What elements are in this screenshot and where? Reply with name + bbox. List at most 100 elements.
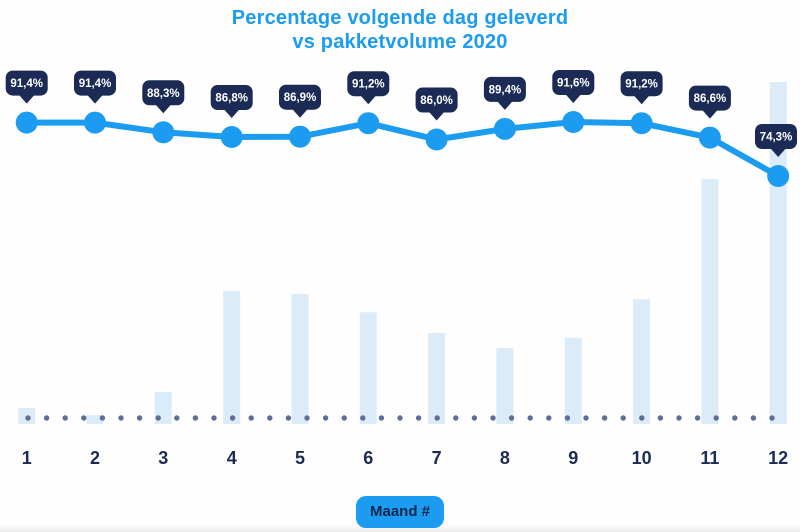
callout-value-label: 91,4% bbox=[79, 78, 112, 90]
line-markers bbox=[15, 111, 790, 187]
percentage-line bbox=[23, 119, 782, 179]
callout-bubble bbox=[552, 70, 595, 95]
month-label-2: 2 bbox=[90, 448, 100, 468]
baseline-dot bbox=[192, 415, 199, 421]
callout-bubble bbox=[688, 85, 731, 111]
callout-pointer bbox=[770, 148, 787, 157]
line-marker-month-5 bbox=[289, 125, 311, 148]
baseline-dot bbox=[750, 415, 757, 421]
callout-pointer bbox=[701, 109, 718, 119]
baseline-dot bbox=[397, 415, 403, 421]
baseline-dot bbox=[564, 415, 571, 421]
value-callout-month-12: 74,3% bbox=[755, 124, 797, 157]
baseline-dot bbox=[62, 415, 68, 421]
month-label-4: 4 bbox=[227, 448, 237, 468]
baseline-dot bbox=[620, 415, 626, 421]
line-marker-month-11 bbox=[698, 126, 721, 149]
callout-pointer bbox=[360, 95, 377, 105]
month-label-11: 11 bbox=[700, 448, 719, 468]
callout-bubble bbox=[74, 70, 116, 96]
callout-value-label: 91,2% bbox=[625, 79, 658, 91]
baseline-dot bbox=[229, 415, 236, 421]
value-callout-month-9: 91,6% bbox=[552, 70, 595, 103]
callout-value-label: 86,0% bbox=[420, 95, 453, 107]
baseline-dot bbox=[657, 415, 664, 421]
value-callout-month-2: 91,4% bbox=[74, 70, 116, 104]
baseline-dot bbox=[713, 415, 719, 421]
volume-bar-month-4 bbox=[223, 291, 241, 424]
callout-pointer bbox=[87, 94, 103, 104]
callout-value-label: 88,3% bbox=[147, 88, 180, 100]
baseline-dot bbox=[378, 415, 385, 421]
month-label-3: 3 bbox=[158, 448, 168, 468]
month-label-12: 12 bbox=[768, 448, 788, 468]
baseline-dot bbox=[694, 415, 701, 421]
value-callouts: 91,4% 91,4% 88,3% 86,8% 86,9% 91,2% 86,0% 89,4%… bbox=[5, 70, 797, 157]
value-callout-month-10: 91,2% bbox=[620, 71, 663, 105]
baseline-dot bbox=[174, 415, 180, 421]
value-callout-month-11: 86,6% bbox=[688, 85, 731, 119]
callout-pointer bbox=[496, 100, 513, 110]
baseline-dot bbox=[155, 415, 161, 421]
callout-value-label: 91,4% bbox=[10, 78, 43, 90]
line-marker-month-8 bbox=[493, 117, 516, 140]
callout-pointer bbox=[565, 94, 582, 103]
dotted-baseline bbox=[25, 415, 775, 421]
baseline-dot bbox=[248, 415, 254, 421]
baseline-dot bbox=[676, 415, 682, 421]
callout-value-label: 74,3% bbox=[760, 132, 793, 144]
baseline-dot bbox=[43, 415, 50, 421]
volume-bar-month-8 bbox=[496, 348, 514, 424]
callout-bubble bbox=[5, 70, 48, 96]
line-marker-month-3 bbox=[152, 121, 175, 144]
line-marker-month-9 bbox=[562, 111, 585, 133]
callout-value-label: 91,6% bbox=[557, 78, 590, 90]
chart-title: Percentage volgende dag geleverd vs pakk… bbox=[0, 6, 800, 54]
baseline-dot bbox=[639, 415, 645, 421]
callout-bubble bbox=[142, 80, 185, 106]
baseline-dot bbox=[490, 415, 496, 421]
value-callout-month-8: 89,4% bbox=[483, 76, 526, 110]
baseline-dot bbox=[360, 415, 366, 421]
baseline-dot bbox=[601, 415, 608, 421]
baseline-dot bbox=[267, 415, 273, 421]
value-callout-month-7: 86,0% bbox=[415, 87, 458, 121]
callout-pointer bbox=[223, 109, 240, 118]
baseline-dot bbox=[453, 415, 459, 421]
volume-bar-month-5 bbox=[291, 294, 309, 424]
bottom-edge-shadow bbox=[0, 525, 800, 532]
volume-bar-month-2 bbox=[86, 415, 104, 424]
volume-bar-month-9 bbox=[564, 337, 582, 424]
volume-bar-month-10 bbox=[633, 299, 651, 424]
xaxis-title-badge: Maand # bbox=[355, 496, 445, 528]
callout-bubble bbox=[210, 85, 253, 110]
line-marker-month-12 bbox=[767, 165, 790, 187]
volume-bar-month-11 bbox=[701, 179, 719, 424]
chart-title-line2: vs pakketvolume 2020 bbox=[292, 31, 508, 53]
baseline-dot bbox=[81, 415, 87, 421]
value-callout-month-6: 91,2% bbox=[347, 71, 390, 105]
baseline-dot bbox=[471, 415, 478, 421]
xaxis-tick-labels: 1 2 3 4 5 6 7 8 9 10 11 12 bbox=[22, 448, 789, 468]
value-callout-month-4: 86,8% bbox=[210, 85, 253, 118]
callout-bubble bbox=[483, 76, 526, 102]
callout-bubble bbox=[755, 124, 797, 149]
month-label-8: 8 bbox=[500, 448, 510, 468]
callout-bubble bbox=[279, 84, 321, 110]
callout-value-label: 91,2% bbox=[352, 79, 385, 91]
baseline-dot bbox=[341, 415, 347, 421]
line-marker-month-4 bbox=[220, 126, 243, 148]
callout-pointer bbox=[155, 104, 172, 114]
line-marker-month-2 bbox=[84, 111, 106, 134]
baseline-dot bbox=[136, 415, 143, 421]
baseline-dot bbox=[527, 415, 533, 421]
callout-pointer bbox=[428, 111, 445, 121]
baseline-dot bbox=[546, 415, 552, 421]
month-label-6: 6 bbox=[363, 448, 373, 468]
callout-value-label: 86,8% bbox=[215, 93, 248, 105]
volume-bars-series bbox=[18, 82, 787, 424]
month-label-10: 10 bbox=[632, 448, 652, 468]
baseline-dot bbox=[118, 415, 124, 421]
callout-bubble bbox=[415, 87, 458, 113]
